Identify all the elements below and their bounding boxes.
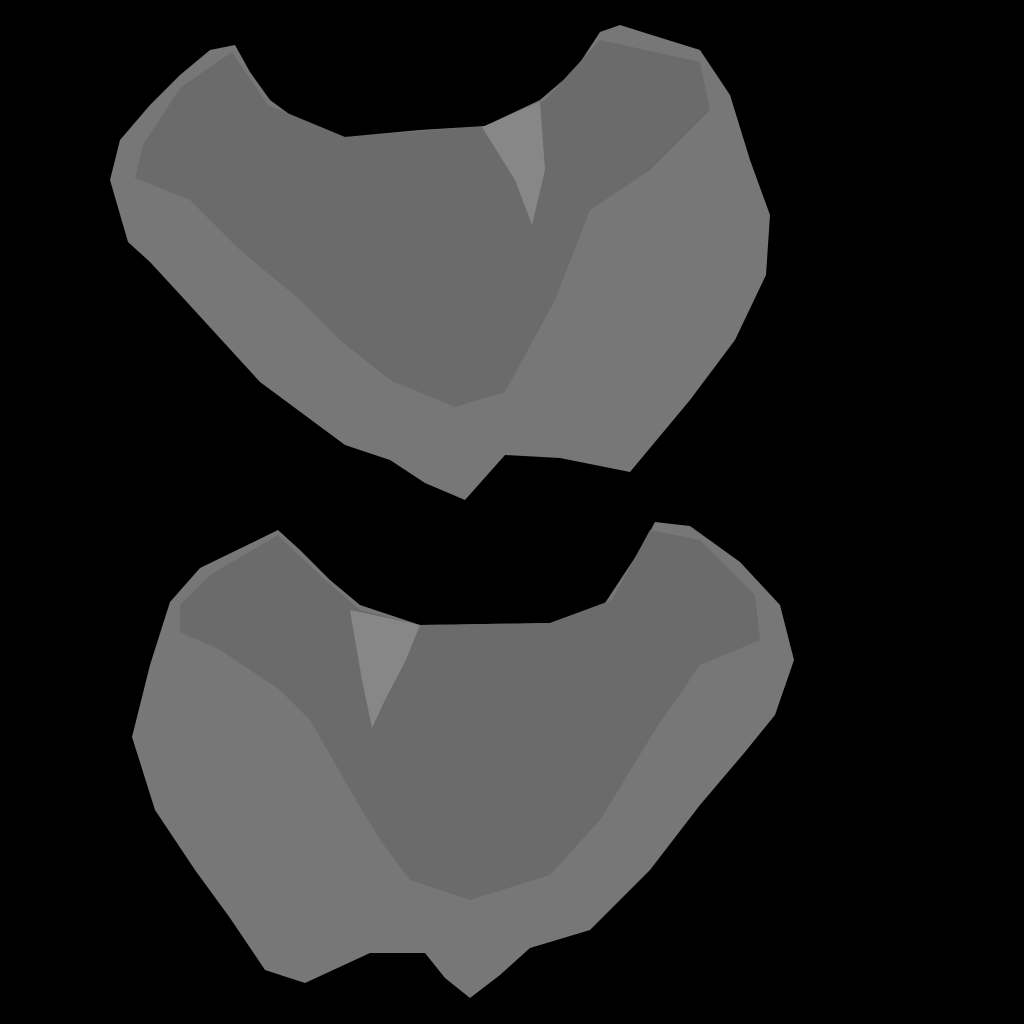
lower-shape-highlight <box>350 610 420 728</box>
lower-shape-inner-region <box>180 530 760 900</box>
lower-shape <box>132 522 794 998</box>
upper-shape-inner-region <box>135 40 710 407</box>
upper-shape-highlight <box>482 102 545 225</box>
upper-shape <box>110 25 770 500</box>
